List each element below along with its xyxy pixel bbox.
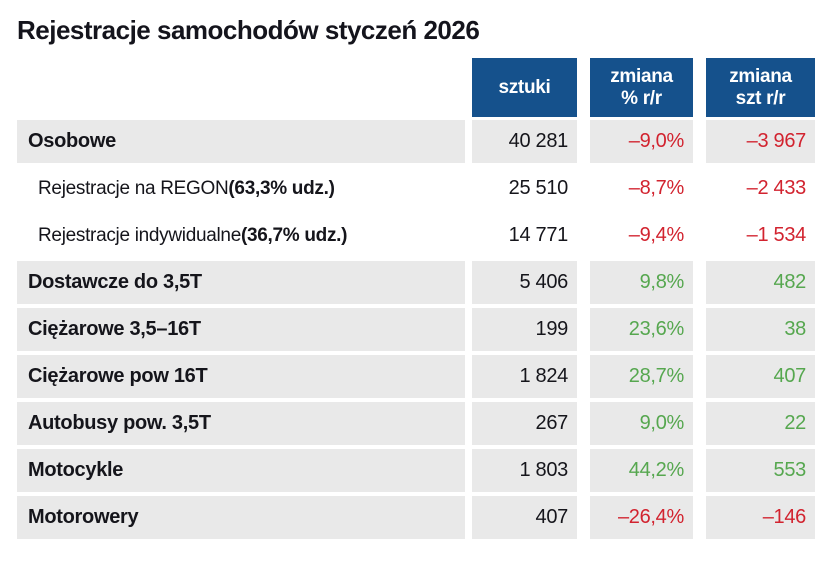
cell-zmiana-szt: 407	[706, 355, 815, 398]
table-row: Ciężarowe pow 16T 1 824 28,7% 407	[17, 355, 818, 398]
row-label: Motorowery	[28, 506, 139, 528]
table-row: Motorowery 407 –26,4% –146	[17, 496, 818, 539]
header-cell-zmiana-szt: zmiana szt r/r	[706, 58, 815, 117]
cell-zmiana-szt: 482	[706, 261, 815, 304]
row-label-cell: Autobusy pow. 3,5T	[17, 402, 465, 445]
row-label-cell: Rejestracje indywidualne (36,7% udz.)	[17, 214, 465, 257]
row-label: Dostawcze do 3,5T	[28, 271, 202, 293]
header-pct-line2: % r/r	[621, 87, 662, 109]
registrations-table-page: Rejestracje samochodów styczeń 2026 sztu…	[17, 15, 818, 539]
row-label: Rejestracje na REGON	[38, 177, 229, 199]
table-row: Motocykle 1 803 44,2% 553	[17, 449, 818, 492]
row-label: Osobowe	[28, 130, 116, 152]
cell-zmiana-pct: 44,2%	[590, 449, 693, 492]
row-label-cell: Ciężarowe 3,5–16T	[17, 308, 465, 351]
header-szt-line2: szt r/r	[735, 87, 786, 109]
row-label: Ciężarowe pow 16T	[28, 365, 208, 387]
cell-zmiana-szt: 38	[706, 308, 815, 351]
cell-zmiana-szt: –3 967	[706, 120, 815, 163]
cell-zmiana-pct: 23,6%	[590, 308, 693, 351]
row-label: Rejestracje indywidualne	[38, 224, 241, 246]
row-label: Motocykle	[28, 459, 124, 481]
cell-zmiana-pct: 9,8%	[590, 261, 693, 304]
cell-zmiana-pct: –9,0%	[590, 120, 693, 163]
table-row: Rejestracje indywidualne (36,7% udz.) 14…	[17, 214, 818, 257]
cell-sztuki: 1 803	[472, 449, 577, 492]
cell-zmiana-pct: –26,4%	[590, 496, 693, 539]
cell-zmiana-pct: 28,7%	[590, 355, 693, 398]
cell-sztuki: 40 281	[472, 120, 577, 163]
cell-zmiana-pct: –9,4%	[590, 214, 693, 257]
row-label-cell: Motocykle	[17, 449, 465, 492]
page-title: Rejestracje samochodów styczeń 2026	[17, 15, 480, 45]
header-cell-sztuki: sztuki	[472, 58, 577, 117]
row-label-cell: Ciężarowe pow 16T	[17, 355, 465, 398]
table-header-row: sztuki zmiana % r/r zmiana szt r/r	[17, 58, 818, 117]
row-label-cell: Dostawcze do 3,5T	[17, 261, 465, 304]
row-label-bold: (63,3% udz.)	[228, 177, 335, 199]
cell-zmiana-pct: 9,0%	[590, 402, 693, 445]
cell-zmiana-szt: 553	[706, 449, 815, 492]
table-row: Osobowe 40 281 –9,0% –3 967	[17, 120, 818, 163]
header-cell-zmiana-pct: zmiana % r/r	[590, 58, 693, 117]
row-label: Ciężarowe 3,5–16T	[28, 318, 201, 340]
cell-zmiana-szt: 22	[706, 402, 815, 445]
row-label-bold: (36,7% udz.)	[240, 224, 348, 246]
table-row: Ciężarowe 3,5–16T 199 23,6% 38	[17, 308, 818, 351]
table-row: Autobusy pow. 3,5T 267 9,0% 22	[17, 402, 818, 445]
header-pct-line1: zmiana	[610, 65, 673, 87]
cell-sztuki: 25 510	[472, 167, 577, 210]
cell-sztuki: 5 406	[472, 261, 577, 304]
row-label-cell: Rejestracje na REGON (63,3% udz.)	[17, 167, 465, 210]
cell-sztuki: 199	[472, 308, 577, 351]
row-label: Autobusy pow. 3,5T	[28, 412, 211, 434]
table-row: Dostawcze do 3,5T 5 406 9,8% 482	[17, 261, 818, 304]
table-row: Rejestracje na REGON (63,3% udz.) 25 510…	[17, 167, 818, 210]
row-label-cell: Motorowery	[17, 496, 465, 539]
header-szt-line1: zmiana	[729, 65, 792, 87]
cell-zmiana-szt: –2 433	[706, 167, 815, 210]
cell-sztuki: 407	[472, 496, 577, 539]
header-sztuki-line1: sztuki	[498, 76, 551, 98]
cell-zmiana-pct: –8,7%	[590, 167, 693, 210]
cell-sztuki: 267	[472, 402, 577, 445]
cell-sztuki: 14 771	[472, 214, 577, 257]
row-label-cell: Osobowe	[17, 120, 465, 163]
header-spacer	[17, 58, 465, 117]
cell-sztuki: 1 824	[472, 355, 577, 398]
cell-zmiana-szt: –146	[706, 496, 815, 539]
cell-zmiana-szt: –1 534	[706, 214, 815, 257]
